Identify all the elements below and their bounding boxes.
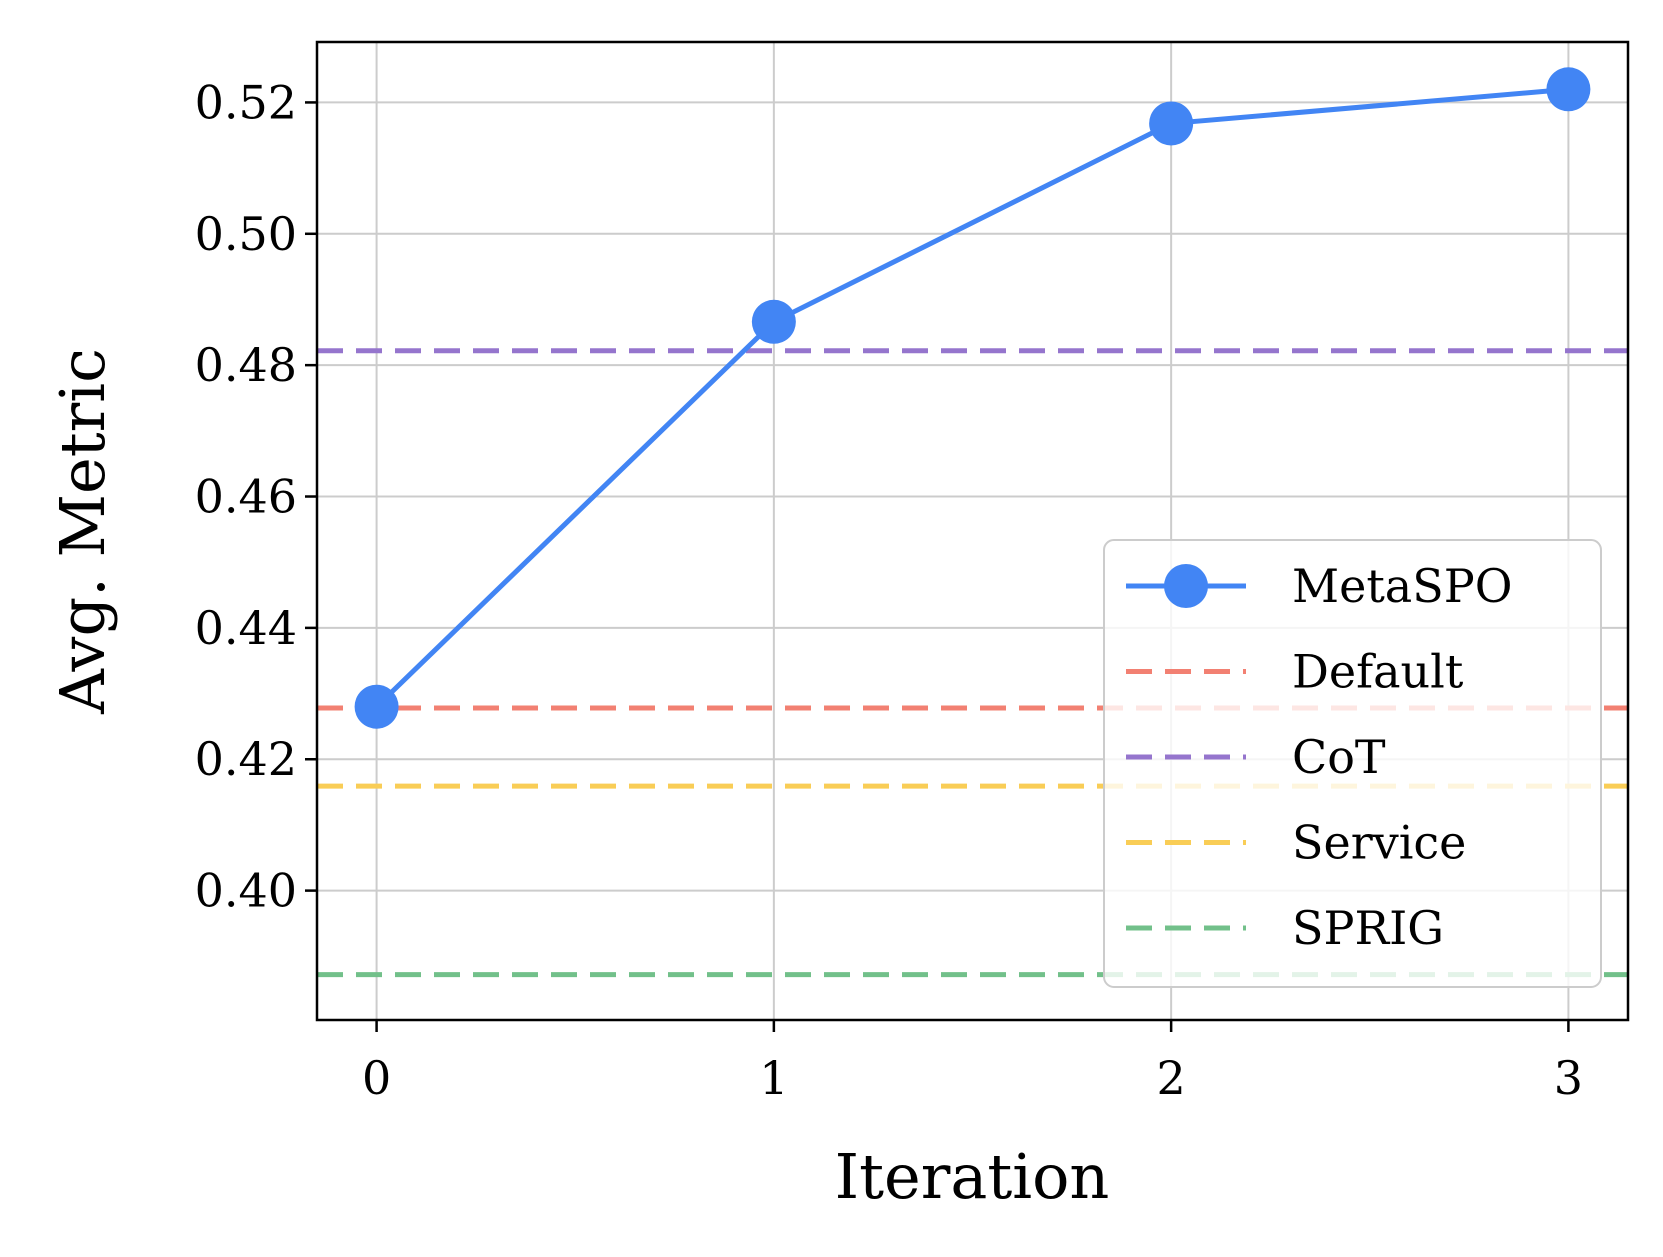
- axis-ticks: 0 1 2 3 0.40 0.42 0.44 0.46 0.48 0.50 0.52: [195, 75, 1583, 1105]
- x-tick-label: 2: [1156, 1051, 1185, 1105]
- y-axis-title: Avg. Metric: [46, 348, 119, 715]
- legend: MetaSPO Default CoT Service SPRIG: [1103, 539, 1602, 988]
- series-line-metaspo: [374, 86, 1569, 709]
- series-point-metaspo: [751, 299, 796, 344]
- series-layer: [354, 67, 1591, 729]
- y-tick-label: 0.46: [195, 470, 297, 524]
- y-tick-label: 0.48: [195, 338, 297, 392]
- legend-label-sprig: SPRIG: [1292, 901, 1444, 955]
- y-tick-label: 0.40: [195, 864, 297, 918]
- series-point-metaspo: [1149, 101, 1194, 146]
- y-tick-label: 0.50: [195, 207, 297, 261]
- y-tick-label: 0.52: [195, 75, 297, 129]
- series-point-metaspo: [354, 684, 399, 729]
- legend-label-cot: CoT: [1292, 730, 1386, 784]
- plot-frame: [315, 40, 1630, 1022]
- y-tick-label: 0.44: [195, 601, 297, 655]
- legend-box: [1103, 539, 1602, 988]
- x-tick-label: 3: [1554, 1051, 1583, 1105]
- legend-marker-metaspo: [1164, 564, 1208, 608]
- x-axis-title: Iteration: [835, 1140, 1110, 1213]
- grid-lines: [317, 42, 1628, 1020]
- legend-label-service: Service: [1292, 816, 1466, 870]
- series-point-metaspo: [1546, 67, 1591, 112]
- legend-label-metaspo: MetaSPO: [1292, 559, 1512, 613]
- y-tick-label: 0.42: [195, 732, 297, 786]
- x-tick-label: 1: [759, 1051, 788, 1105]
- x-tick-label: 0: [362, 1051, 391, 1105]
- legend-label-default: Default: [1292, 645, 1464, 699]
